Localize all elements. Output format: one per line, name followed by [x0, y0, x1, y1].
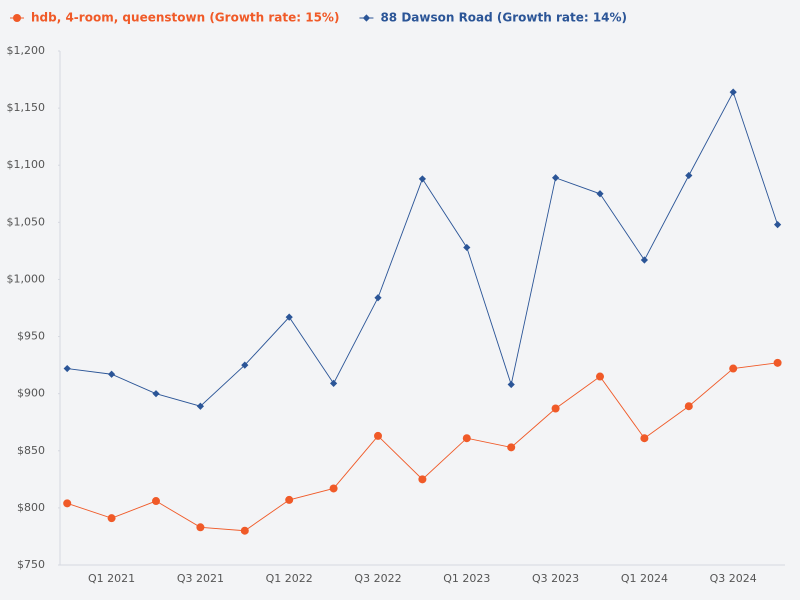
data-point: [774, 221, 782, 229]
y-tick-label: $900: [17, 387, 45, 400]
y-tick-label: $1,150: [7, 101, 46, 114]
data-point: [196, 523, 205, 532]
data-point: [108, 370, 116, 378]
y-tick-label: $800: [17, 501, 45, 514]
x-tick-label: Q1 2022: [266, 572, 313, 585]
data-point: [285, 495, 294, 504]
x-tick-label: Q1 2024: [621, 572, 668, 585]
data-point: [729, 88, 737, 96]
data-point: [685, 171, 693, 180]
data-point: [152, 390, 160, 398]
data-point: [640, 256, 648, 264]
y-tick-label: $1,000: [7, 272, 46, 285]
data-point: [462, 434, 471, 443]
data-point: [285, 313, 293, 321]
legend-label: hdb, 4-room, queenstown (Growth rate: 15…: [31, 11, 339, 25]
data-point: [418, 475, 427, 484]
data-point: [152, 497, 160, 506]
data-point: [596, 372, 604, 381]
x-tick-label: Q3 2023: [532, 572, 579, 585]
data-point: [374, 294, 382, 302]
data-point: [463, 243, 471, 252]
data-point: [596, 190, 604, 198]
y-tick-label: $1,050: [7, 215, 46, 228]
data-point: [330, 379, 338, 387]
x-tick-label: Q3 2021: [177, 572, 224, 585]
data-point: [507, 380, 515, 389]
data-point: [640, 434, 649, 443]
data-point: [418, 175, 426, 183]
x-tick-label: Q3 2024: [710, 572, 757, 585]
data-point: [507, 443, 516, 452]
data-point: [63, 499, 72, 508]
legend-marker: [13, 14, 21, 22]
x-tick-label: Q1 2023: [443, 572, 490, 585]
data-point: [240, 526, 249, 535]
data-point: [329, 484, 338, 493]
y-tick-label: $850: [17, 444, 45, 457]
x-tick-label: Q3 2022: [354, 572, 401, 585]
data-point: [773, 358, 782, 367]
data-point: [63, 364, 71, 373]
y-tick-label: $950: [17, 330, 45, 343]
data-point: [552, 174, 560, 182]
data-point: [107, 514, 116, 523]
data-point: [196, 402, 204, 410]
y-tick-label: $1,200: [7, 44, 46, 57]
legend-label: 88 Dawson Road (Growth rate: 14%): [380, 11, 627, 25]
x-tick-label: Q1 2021: [88, 572, 135, 585]
data-point: [241, 361, 249, 369]
data-point: [374, 431, 382, 440]
y-tick-label: $1,100: [7, 158, 46, 171]
y-tick-label: $750: [17, 558, 45, 571]
data-point: [551, 404, 560, 413]
data-point: [729, 364, 738, 373]
data-point: [684, 402, 693, 411]
legend-marker: [362, 14, 371, 22]
